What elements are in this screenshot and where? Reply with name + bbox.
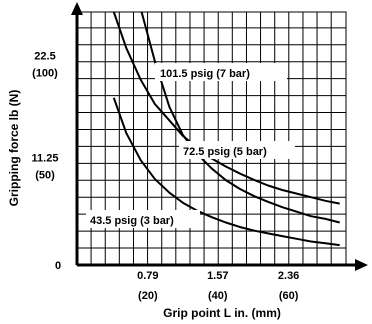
series-label-7-bar: 101.5 psig (7 bar) [160,68,250,80]
series-label-3-bar: 43.5 psig (3 bar) [90,215,174,227]
y-axis-title: Gripping force lb (N) [7,90,21,207]
y-tick-label: 22.5 [34,51,55,63]
tick-labels: 0.79 (20) 1.57 (40) 2.36 (60) 0 11.25 (50) 22.5 (1… [32,51,300,302]
x-tick-sublabel: (40) [208,290,228,302]
x-tick-label: 1.57 [207,270,228,282]
y-tick-sublabel: (100) [32,68,58,80]
series-curves [112,11,340,247]
axes [71,2,368,271]
series-label-bg-0 [155,63,287,81]
series-label-bg-2 [86,210,200,228]
y-tick-label: 11.25 [32,152,59,164]
series-line-2 [112,97,340,247]
y-tick-label: 0 [55,260,61,272]
x-tick-label: 2.36 [278,270,299,282]
y-axis-arrow [71,2,83,15]
x-tick-sublabel: (60) [279,290,299,302]
x-axis-arrow [355,259,368,271]
series-line-1 [140,11,340,224]
series-label-bg-1 [179,141,295,159]
x-axis-title: Grip point L in. (mm) [163,306,281,320]
series-line-0 [112,11,340,205]
x-tick-sublabel: (20) [138,290,158,302]
y-tick-sublabel: (50) [35,169,55,181]
series-labels: 101.5 psig (7 bar) 72.5 psig (5 bar) 43.… [86,63,295,228]
x-tick-label: 0.79 [137,270,158,282]
series-label-5-bar: 72.5 psig (5 bar) [183,146,267,158]
